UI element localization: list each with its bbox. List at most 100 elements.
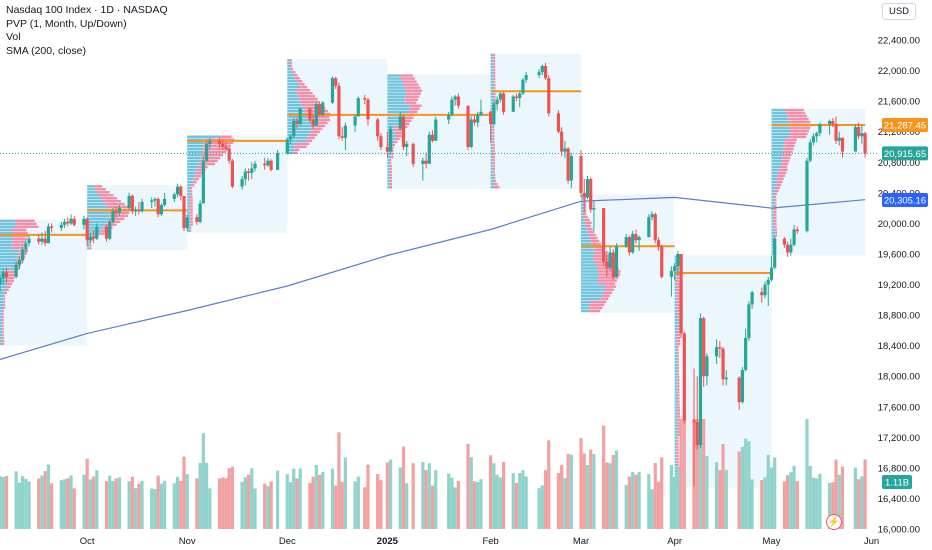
currency-button[interactable]: USD xyxy=(882,3,916,20)
volume-profile-bar-down xyxy=(595,252,607,255)
volume-profile-bar-up xyxy=(490,164,493,168)
volume-profile-bar-up xyxy=(287,71,293,74)
volume-profile-bar-up xyxy=(674,436,678,439)
volume-profile-bar-down xyxy=(298,82,305,86)
candle-body xyxy=(356,98,360,117)
volume-bar xyxy=(424,470,428,529)
volume-bar xyxy=(104,481,109,529)
volume-profile-bar-up xyxy=(674,478,678,482)
volume-profile-bar-up xyxy=(87,226,104,229)
volume-bar xyxy=(243,477,247,529)
volume-profile-bar-down xyxy=(200,156,221,160)
candle-body xyxy=(611,252,615,277)
volume-profile-bar-down xyxy=(676,463,679,467)
volume-profile-bar-down xyxy=(586,227,593,231)
y-tick-label: 17,600.00 xyxy=(878,402,920,413)
volume-profile-bar-down xyxy=(404,86,421,89)
volume-profile-bar-down xyxy=(773,222,777,225)
volume-profile-bar-up xyxy=(674,382,678,385)
volume-profile-bar-up xyxy=(287,79,297,83)
volume-tag: 1.11B xyxy=(885,478,909,489)
volume-profile-bar-down xyxy=(677,421,681,424)
volume-bar xyxy=(631,472,635,529)
volume-profile-bar-down xyxy=(676,342,681,346)
volume-profile-bar-down xyxy=(404,119,412,123)
volume-bar xyxy=(524,476,528,529)
volume-profile-bar-down xyxy=(775,186,780,190)
legend-title[interactable]: Nasdaq 100 Index · 1D · NASDAQ xyxy=(6,4,168,16)
volume-bar xyxy=(311,476,315,529)
candle-body xyxy=(156,198,160,215)
volume-profile-bar-down xyxy=(1,315,4,319)
candle-body xyxy=(750,292,754,305)
candle-body xyxy=(17,260,21,265)
volume-profile-bar-up xyxy=(581,215,584,219)
volume-bar xyxy=(676,467,680,529)
volume-profile-bar-down xyxy=(676,448,679,451)
volume-profile-bar-down xyxy=(394,137,400,141)
volume-profile-bar-down xyxy=(676,330,681,334)
volume-bar xyxy=(786,475,790,529)
candle-body xyxy=(298,108,302,125)
volume-profile-bar-down xyxy=(290,68,294,71)
volume-profile-bar-up xyxy=(287,103,302,107)
y-tick-label: 17,200.00 xyxy=(878,433,920,444)
y-tick-label: 20,800.00 xyxy=(878,158,920,169)
volume-profile-bar-up xyxy=(674,361,678,364)
volume-profile-bar-up xyxy=(490,53,493,57)
volume-profile-bar-down xyxy=(585,221,592,225)
volume-profile-bar-up xyxy=(387,83,404,86)
volume-profile-bar-down xyxy=(403,83,419,86)
candle-body xyxy=(40,238,44,242)
volume-profile-bar-up xyxy=(674,445,677,448)
volume-profile-bar-up xyxy=(581,239,591,243)
volume-profile-bar-down xyxy=(676,294,680,298)
volume-profile-bar-up xyxy=(287,74,294,77)
candle-body xyxy=(589,179,593,210)
candle-body xyxy=(792,229,796,245)
candle-body xyxy=(153,198,157,201)
volume-profile-bar-down xyxy=(14,219,35,222)
candle-body xyxy=(227,148,231,161)
volume-profile-bar-up xyxy=(581,224,586,228)
volume-profile-bar-up xyxy=(581,206,585,209)
volume-profile-bar-down xyxy=(289,59,293,62)
volume-profile-bar-up xyxy=(187,205,190,208)
candle-body xyxy=(0,278,2,285)
candle-body xyxy=(311,119,315,126)
volume-bar xyxy=(221,477,225,529)
volume-profile-bar-down xyxy=(16,258,24,261)
volume-profile-bar-down xyxy=(584,197,587,200)
legend-pvp[interactable]: PVP (1, Month, Up/Down) xyxy=(6,17,127,30)
candle-body xyxy=(660,246,664,277)
volume-profile-bar-up xyxy=(287,133,309,137)
volume-profile-bar-up xyxy=(771,120,790,124)
volume-profile-bar-up xyxy=(674,472,678,476)
chart-legend: Nasdaq 100 Index · 1D · NASDAQ PVP (1, M… xyxy=(6,4,168,58)
volume-profile-bar-down xyxy=(393,131,404,135)
candle-body xyxy=(321,102,325,115)
candle-body xyxy=(114,211,118,213)
volume-bar xyxy=(295,478,299,529)
volume-bar xyxy=(818,473,822,529)
legend-sma[interactable]: SMA (200, close) xyxy=(6,44,86,57)
volume-profile-bar-up xyxy=(771,198,776,201)
volume-profile-bar-up xyxy=(771,246,775,249)
volume-profile-bar-down xyxy=(584,209,587,212)
volume-profile-bar-down xyxy=(492,164,495,168)
volume-profile-bar-down xyxy=(677,430,681,433)
volume-profile-bar-up xyxy=(387,101,405,104)
lightning-icon[interactable]: ⚡ xyxy=(826,514,842,530)
volume-profile-bar-down xyxy=(676,306,680,310)
volume-profile-bar-up xyxy=(87,194,99,197)
volume-profile-bar-up xyxy=(0,261,16,264)
legend-vol[interactable]: Vol xyxy=(6,31,21,43)
volume-profile-bar-down xyxy=(773,210,777,213)
volume-profile-bar-down xyxy=(677,418,681,421)
volume-profile-bar-down xyxy=(405,95,420,98)
volume-bar xyxy=(140,480,144,529)
volume-profile-bar-down xyxy=(677,345,679,349)
volume-profile-bar-up xyxy=(87,202,106,206)
volume-profile-bar-up xyxy=(0,294,4,297)
